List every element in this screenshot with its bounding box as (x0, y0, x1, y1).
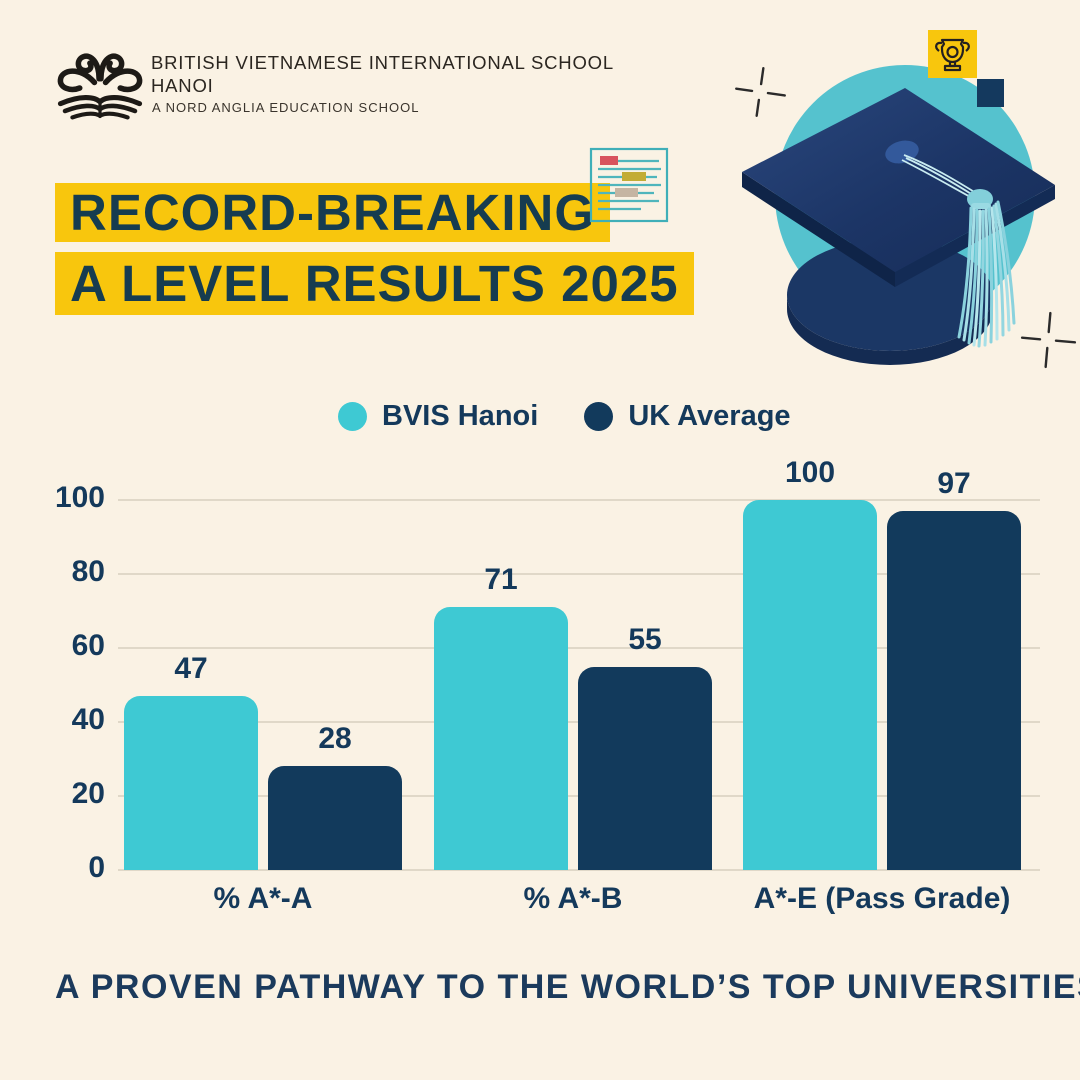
bar-uk (887, 511, 1021, 870)
school-name-line1: BRITISH VIETNAMESE INTERNATIONAL SCHOOL (151, 52, 614, 73)
school-name-line2: HANOI (151, 75, 214, 96)
bar-value-label: 71 (484, 563, 518, 597)
bar-bvis (124, 696, 258, 870)
document-icon (589, 147, 669, 223)
bar-value-label: 100 (784, 456, 836, 489)
y-axis-tick-label: 100 (54, 481, 105, 514)
y-axis-tick-label: 60 (71, 629, 105, 662)
y-axis-tick-label: 80 (71, 555, 105, 588)
legend-label: BVIS Hanoi (382, 400, 539, 432)
school-lotus-logo-icon (57, 53, 143, 120)
doc-tan-highlight (615, 188, 638, 197)
footer-headline: A PROVEN PATHWAY TO THE WORLD’S TOP UNIV… (55, 968, 1080, 1006)
gridline (118, 573, 1040, 575)
bar-bvis (434, 607, 568, 870)
gridline (118, 499, 1040, 501)
legend-label: UK Average (628, 400, 791, 432)
doc-red-highlight (600, 156, 618, 165)
legend-item-bvis: BVIS Hanoi (338, 400, 538, 433)
bar-value-label: 97 (937, 467, 971, 501)
x-axis-category-label: A*-E (Pass Grade) (753, 882, 1011, 915)
trophy-icon (928, 30, 977, 78)
sparkle-icon (735, 67, 786, 117)
school-tagline: A NORD ANGLIA EDUCATION SCHOOL (152, 100, 420, 115)
bar-value-label: 47 (174, 652, 208, 686)
x-axis-category-label: % A*-A (213, 882, 313, 915)
y-axis-tick-label: 40 (71, 703, 105, 736)
navy-square (977, 79, 1004, 107)
bar-uk (268, 766, 402, 870)
hero-graphic (735, 30, 1077, 369)
legend-dot-navy (584, 402, 614, 431)
title-line1: RECORD-BREAKING (55, 183, 610, 242)
doc-yellow-highlight (622, 172, 646, 181)
title-line2: A LEVEL RESULTS 2025 (55, 252, 694, 315)
graduation-cap (742, 88, 1055, 365)
y-axis-tick-label: 20 (71, 777, 105, 810)
bar-uk (578, 666, 712, 870)
x-axis-category-label: % A*-B (523, 882, 623, 915)
bar-value-label: 55 (628, 622, 662, 656)
legend-dot-teal (338, 402, 367, 431)
gridline (118, 869, 1040, 871)
legend-item-uk: UK Average (584, 400, 791, 433)
gridline (118, 647, 1040, 649)
y-axis-tick-label: 0 (88, 851, 105, 884)
bar-bvis (743, 500, 877, 870)
sparkle-icon (1020, 311, 1077, 369)
bar-value-label: 28 (318, 722, 352, 756)
chart-legend: BVIS Hanoi UK Average (338, 400, 791, 433)
